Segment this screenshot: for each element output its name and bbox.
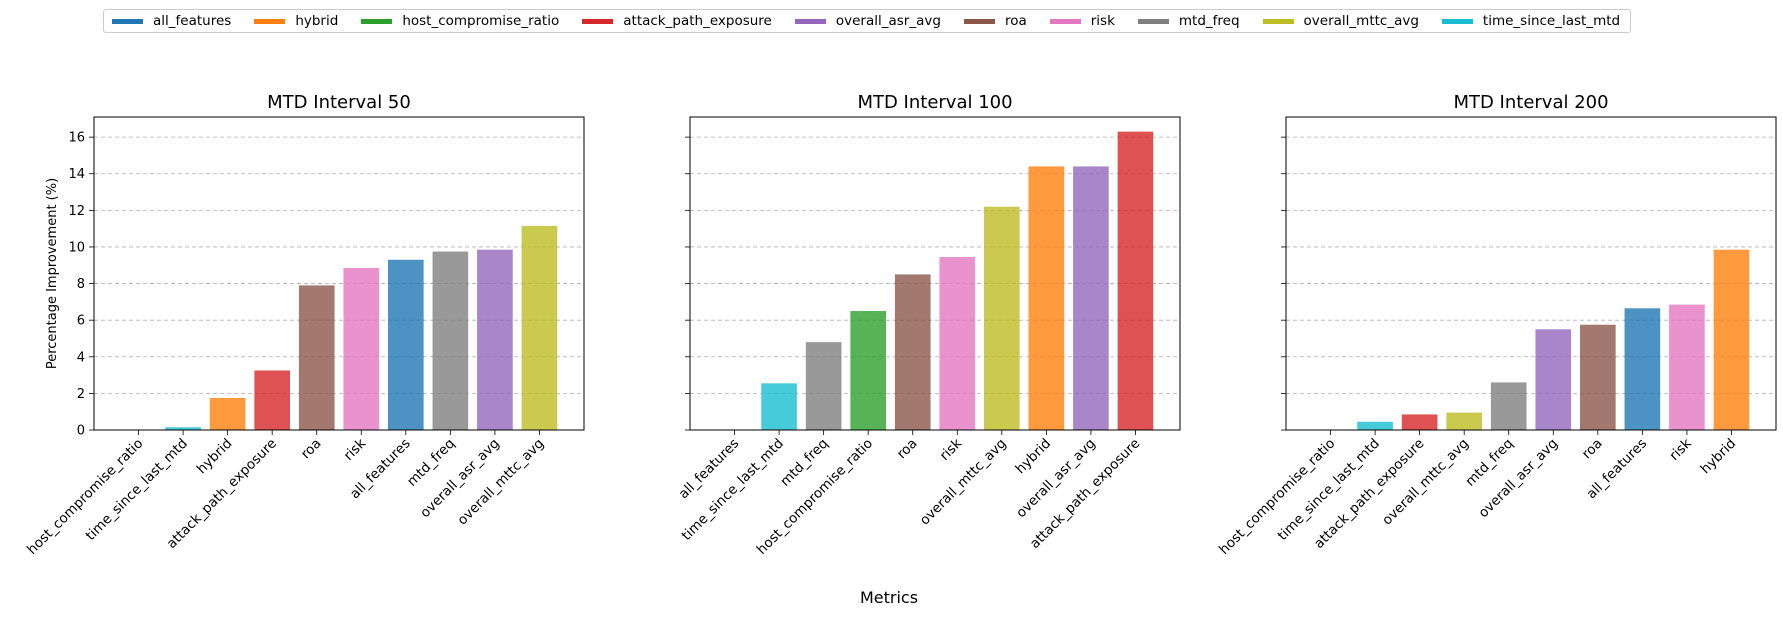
y-tick-label: 16 xyxy=(68,131,85,146)
legend-label: hybrid xyxy=(295,13,339,29)
bar xyxy=(1624,308,1661,430)
legend-swatch xyxy=(1049,18,1081,24)
legend-label: time_since_last_mtd xyxy=(1482,13,1621,29)
bar xyxy=(165,427,201,430)
bar xyxy=(388,259,424,430)
bar xyxy=(1401,414,1438,430)
legend-swatch xyxy=(963,18,995,24)
y-tick-label: 0 xyxy=(77,424,85,439)
panel-title: MTD Interval 200 xyxy=(1453,92,1608,113)
legend-item: hybrid xyxy=(254,13,338,29)
chart-panel: host_compromise_ratiotime_since_last_mtd… xyxy=(1216,92,1777,558)
bar xyxy=(894,274,931,430)
x-tick-label: risk xyxy=(1666,435,1695,464)
legend-swatch xyxy=(361,18,393,24)
bar xyxy=(432,251,469,430)
y-tick-label: 12 xyxy=(68,204,85,219)
bar xyxy=(1669,304,1705,430)
bar xyxy=(939,257,976,430)
bar xyxy=(298,285,335,430)
bar xyxy=(1073,166,1109,430)
x-tick-label: overall_mttc_avg xyxy=(1379,436,1472,529)
bar xyxy=(984,206,1020,430)
legend-item: risk xyxy=(1049,13,1115,29)
panel-title: MTD Interval 100 xyxy=(857,92,1012,113)
y-tick-label: 8 xyxy=(77,277,85,292)
bar xyxy=(1028,166,1065,430)
bar xyxy=(521,225,558,430)
legend-swatch xyxy=(794,18,826,24)
y-tick-label: 6 xyxy=(77,314,85,329)
chart-panel: all_featurestime_since_last_mtdmtd_freqh… xyxy=(676,92,1181,558)
legend-item: mtd_freq xyxy=(1137,13,1240,29)
bar xyxy=(1580,324,1616,430)
x-tick-label: roa xyxy=(298,436,325,463)
x-tick-label: overall_mttc_avg xyxy=(454,436,547,529)
y-tick-label: 10 xyxy=(68,240,85,255)
plot-frame xyxy=(93,116,585,431)
bar xyxy=(1446,412,1482,430)
bar xyxy=(1713,249,1750,430)
bar xyxy=(254,370,290,430)
y-tick-label: 14 xyxy=(68,167,85,182)
legend-item: overall_asr_avg xyxy=(794,13,941,29)
legend-label: mtd_freq xyxy=(1178,13,1240,29)
x-tick-label: roa xyxy=(894,436,921,463)
x-tick-label: overall_asr_avg xyxy=(1013,436,1099,522)
x-tick-label: overall_asr_avg xyxy=(417,436,503,522)
legend-item: time_since_last_mtd xyxy=(1441,13,1621,29)
legend-label: host_compromise_ratio xyxy=(402,13,560,29)
x-tick-label: roa xyxy=(1579,436,1606,463)
y-axis-label: Percentage Improvement (%) xyxy=(45,178,60,369)
legend-swatch xyxy=(254,18,286,24)
x-tick-label: risk xyxy=(937,435,966,464)
legend-label: roa xyxy=(1004,13,1027,29)
bar xyxy=(805,342,842,430)
chart-panel: 0246810121416host_compromise_ratiotime_s… xyxy=(24,92,585,558)
x-tick-label: overall_mttc_avg xyxy=(917,436,1010,529)
legend-swatch xyxy=(1262,18,1294,24)
legend-swatch xyxy=(1441,18,1473,24)
legend-item: all_features xyxy=(112,13,231,29)
x-tick-label: risk xyxy=(341,435,370,464)
legend-label: overall_mttc_avg xyxy=(1303,13,1419,29)
bar xyxy=(343,268,380,430)
plot-frame xyxy=(689,116,1181,431)
legend-label: all_features xyxy=(153,13,232,29)
x-tick-label: hybrid xyxy=(1698,436,1740,478)
y-tick-label: 4 xyxy=(77,350,85,365)
legend-item: host_compromise_ratio xyxy=(361,13,559,29)
chart-legend: all_features hybrid host_compromise_rati… xyxy=(103,9,1632,33)
plot-frame xyxy=(1285,116,1777,431)
legend-swatch xyxy=(582,18,614,24)
legend-label: risk xyxy=(1090,13,1115,29)
x-tick-label: hybrid xyxy=(1012,436,1054,478)
x-tick-label: hybrid xyxy=(194,436,236,478)
bar xyxy=(1117,131,1154,430)
panel-title: MTD Interval 50 xyxy=(267,92,411,113)
legend-label: overall_asr_avg xyxy=(835,13,941,29)
legend-label: attack_path_exposure xyxy=(623,13,772,29)
legend-swatch xyxy=(112,18,143,24)
bar xyxy=(1535,329,1572,430)
legend-item: attack_path_exposure xyxy=(582,13,772,29)
legend-item: overall_mttc_avg xyxy=(1262,13,1419,29)
x-axis-label: Metrics xyxy=(860,588,918,607)
legend-item: roa xyxy=(963,13,1027,29)
bar xyxy=(761,383,797,430)
x-tick-label: overall_asr_avg xyxy=(1475,436,1561,522)
legend-swatch xyxy=(1137,18,1169,24)
y-tick-label: 2 xyxy=(77,387,85,402)
bar xyxy=(209,397,246,430)
bar xyxy=(1490,382,1527,430)
bar xyxy=(850,311,886,430)
bar xyxy=(477,249,513,430)
bar xyxy=(1357,421,1393,430)
